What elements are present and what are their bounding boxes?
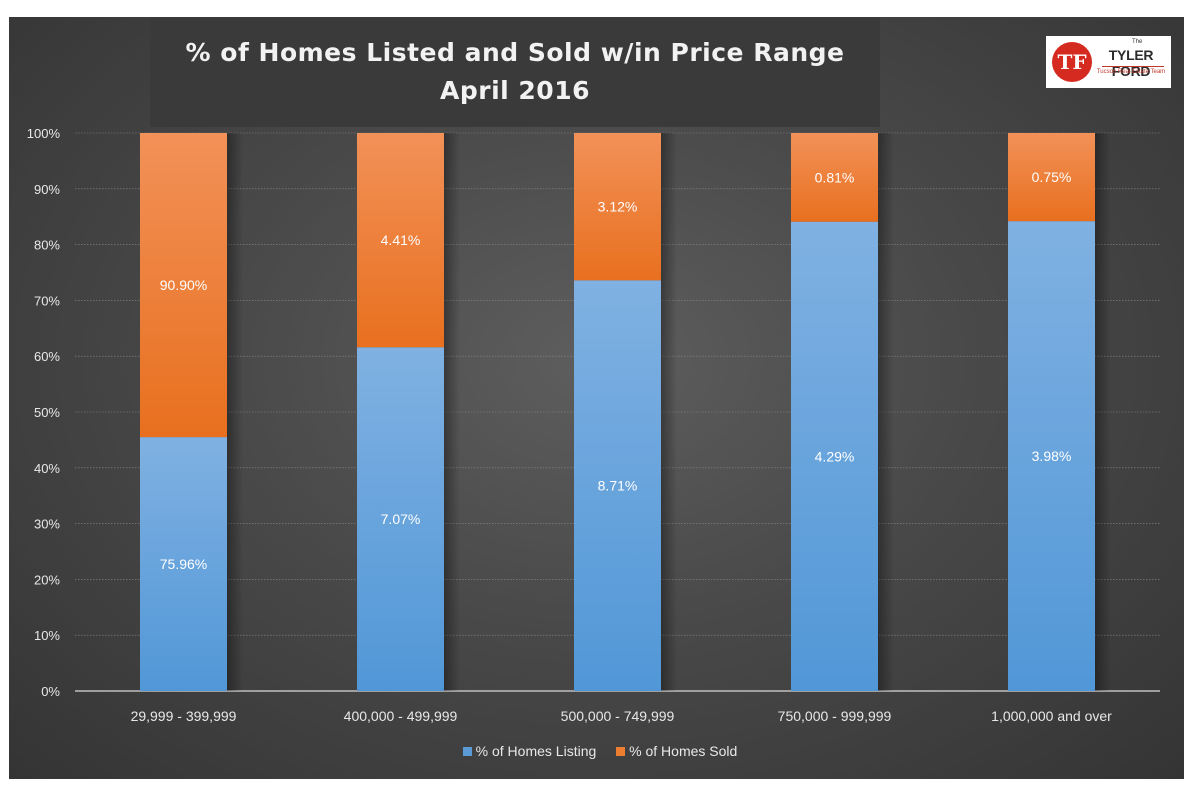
bar-segment-listing — [140, 437, 227, 691]
data-label: 3.98% — [1032, 448, 1072, 464]
bar-segment-listing — [574, 280, 661, 691]
data-label: 4.29% — [815, 448, 855, 464]
bar-shadow — [1095, 133, 1111, 691]
y-tick-label: 0% — [41, 684, 60, 699]
chart-subtitle: April 2016 — [440, 76, 590, 105]
chart-title: % of Homes Listed and Sold w/in Price Ra… — [185, 38, 845, 67]
y-tick-label: 30% — [34, 517, 60, 532]
data-label: 3.12% — [598, 199, 638, 215]
x-category-label: 400,000 - 499,999 — [344, 708, 458, 724]
y-tick-label: 90% — [34, 182, 60, 197]
data-label: 75.96% — [160, 556, 207, 572]
data-label: 0.81% — [815, 169, 855, 185]
bar-shadow — [878, 133, 894, 691]
x-category-label: 29,999 - 399,999 — [131, 708, 237, 724]
bar-segment-listing — [357, 347, 444, 691]
data-label: 90.90% — [160, 277, 207, 293]
bar-shadow — [227, 133, 243, 691]
logo-small-text: The — [1132, 39, 1143, 45]
bar-segment-sold — [574, 133, 661, 281]
data-label: 4.41% — [381, 232, 421, 248]
title-band — [150, 17, 880, 127]
legend: % of Homes Listing % of Homes Sold — [0, 743, 1200, 759]
bar-segment-sold — [791, 133, 878, 222]
bar-shadow — [661, 133, 677, 691]
bar-segment-listing — [791, 221, 878, 692]
x-category-label: 750,000 - 999,999 — [778, 708, 892, 724]
legend-label-listing: % of Homes Listing — [475, 743, 597, 759]
bar-segment-sold — [357, 133, 444, 348]
legend-swatch-sold — [616, 747, 626, 756]
bar-shadow — [444, 133, 460, 691]
logo-tagline: Tucson Real Estate Team — [1096, 69, 1166, 75]
y-tick-label: 20% — [34, 572, 60, 587]
y-tick-label: 50% — [34, 405, 60, 420]
y-tick-label: 40% — [34, 461, 60, 476]
y-tick-label: 100% — [27, 126, 61, 141]
y-tick-label: 10% — [34, 628, 60, 643]
bar-segment-sold — [140, 133, 227, 438]
bar-segment-sold — [1008, 133, 1095, 222]
legend-swatch-listing — [462, 747, 472, 756]
data-label: 7.07% — [381, 511, 421, 527]
brand-logo: TF The TYLER FORD Tucson Real Estate Tea… — [1046, 36, 1171, 88]
logo-name: TYLER FORD — [1108, 47, 1154, 79]
x-category-label: 1,000,000 and over — [991, 708, 1112, 724]
x-category-label: 500,000 - 749,999 — [561, 708, 675, 724]
data-label: 0.75% — [1032, 169, 1072, 185]
legend-item-sold: % of Homes Sold — [616, 743, 737, 759]
legend-label-sold: % of Homes Sold — [629, 743, 738, 759]
y-tick-label: 60% — [34, 349, 60, 364]
legend-item-listing: % of Homes Listing — [462, 743, 597, 759]
logo-divider — [1102, 66, 1164, 67]
bar-segment-listing — [1008, 221, 1095, 691]
y-tick-label: 80% — [34, 238, 60, 253]
logo-mark-icon: TF — [1052, 42, 1092, 82]
data-label: 8.71% — [598, 478, 638, 494]
y-tick-label: 70% — [34, 293, 60, 308]
